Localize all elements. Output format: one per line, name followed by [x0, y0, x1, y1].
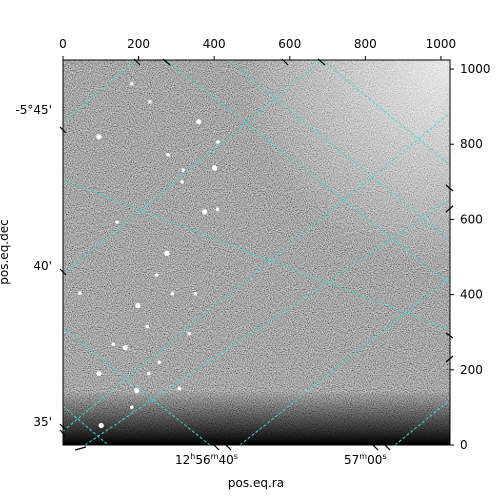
- ra-tick-label-0: 12h56m40s: [175, 452, 238, 467]
- dec-grid-line-3: [84, 199, 450, 445]
- source-5: [154, 273, 159, 277]
- y-tick-label-2: 400: [460, 288, 483, 302]
- source-10: [145, 324, 150, 329]
- world-tick-9: [133, 58, 141, 66]
- y-tick-label-3: 600: [460, 212, 483, 226]
- source-25: [193, 292, 198, 296]
- dec-grid-line-0: [63, 60, 138, 123]
- dec-tick-label-0: -5°45': [15, 103, 52, 117]
- source-26: [177, 386, 182, 391]
- x-tick-label-0: 0: [59, 37, 67, 51]
- dec-tick-label-2: 35': [33, 415, 52, 429]
- source-22: [157, 360, 162, 365]
- x-tick-label-5: 1000: [426, 37, 457, 51]
- ra-grid-line-2: [63, 327, 211, 445]
- world-tick-6: [224, 443, 232, 451]
- source-28: [78, 291, 82, 295]
- x-tick-label-3: 600: [278, 37, 301, 51]
- source-14: [216, 140, 220, 144]
- source-6: [135, 302, 141, 309]
- x-axis-label: pos.eq.ra: [228, 476, 284, 490]
- source-21: [164, 250, 170, 256]
- world-tick-12: [317, 58, 326, 66]
- source-4: [215, 207, 220, 212]
- source-8: [187, 331, 192, 336]
- ra-grid-line-0: [166, 60, 450, 285]
- y-tick-label-5: 1000: [460, 62, 491, 76]
- world-tick-13: [445, 184, 454, 192]
- y-tick-label-4: 800: [460, 137, 483, 151]
- world-tick-14: [445, 205, 454, 213]
- svg-text:12h56m40s: 12h56m40s: [175, 452, 238, 467]
- source-1: [166, 152, 170, 157]
- source-7: [170, 292, 175, 296]
- dec-tick-label-1: 40': [33, 259, 52, 273]
- world-tick-11: [281, 58, 289, 66]
- source-3: [211, 165, 218, 171]
- world-tick-3: [59, 429, 67, 438]
- dec-grid-line-2: [63, 112, 450, 432]
- source-2: [181, 168, 185, 172]
- world-tick-5: [212, 443, 220, 451]
- source-24: [98, 422, 104, 429]
- world-tick-10: [162, 58, 171, 66]
- x-tick-label-2: 400: [203, 37, 226, 51]
- source-17: [148, 99, 152, 104]
- y-tick-label-0: 0: [460, 438, 468, 452]
- world-tick-16: [445, 332, 454, 339]
- y-tick-label-1: 200: [460, 363, 483, 377]
- source-9: [122, 345, 128, 351]
- source-13: [146, 371, 151, 376]
- world-tick-8: [383, 443, 391, 451]
- source-23: [129, 405, 134, 410]
- source-20: [115, 220, 119, 224]
- ra-grid-line-1: [63, 179, 450, 331]
- ra-grid-line-5: [227, 60, 450, 241]
- ra-tick-label-1: 57m00s: [344, 452, 387, 467]
- world-tick-7: [371, 443, 379, 451]
- world-tick-1: [59, 268, 67, 276]
- source-19: [180, 180, 184, 184]
- source-11: [111, 342, 116, 347]
- x-tick-label-4: 800: [354, 37, 377, 51]
- x-tick-label-1: 200: [127, 37, 150, 51]
- sky-image: [63, 60, 450, 445]
- dec-grid-line-1: [63, 60, 323, 276]
- ra-grid-line-3: [321, 60, 450, 166]
- svg-text:57m00s: 57m00s: [344, 452, 387, 467]
- source-18: [202, 209, 208, 215]
- source-16: [129, 81, 134, 86]
- plot-frame: [62, 59, 451, 446]
- world-tick-4: [74, 446, 87, 451]
- world-tick-2: [59, 423, 67, 431]
- world-tick-15: [445, 355, 454, 363]
- source-12: [96, 370, 102, 377]
- source-15: [196, 119, 202, 125]
- y-axis-label: pos.eq.dec: [0, 219, 11, 284]
- source-27: [134, 387, 140, 394]
- source-0: [96, 134, 102, 140]
- dec-grid-line-5: [394, 399, 450, 445]
- world-tick-0: [59, 126, 67, 134]
